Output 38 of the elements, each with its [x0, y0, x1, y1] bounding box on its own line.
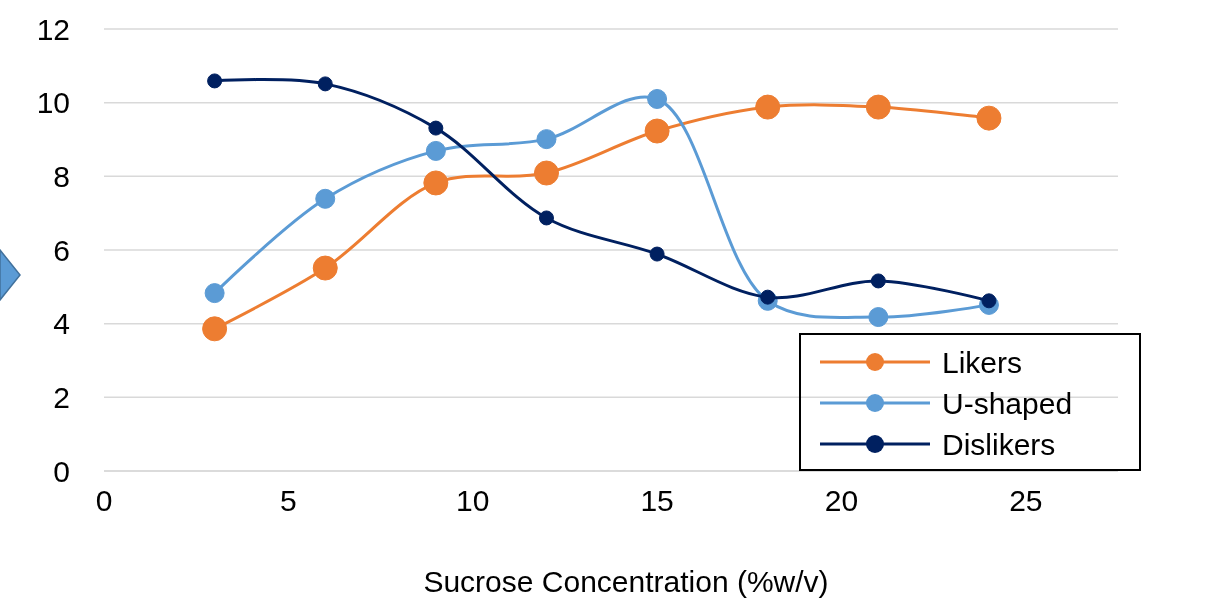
legend-label: Dislikers	[942, 427, 1056, 461]
point	[425, 140, 446, 161]
point	[865, 94, 891, 120]
point	[755, 94, 781, 120]
x-tick-label: 10	[456, 484, 490, 517]
y-tick-label: 8	[53, 159, 70, 193]
point	[428, 120, 444, 136]
point	[317, 76, 333, 92]
point	[649, 246, 665, 262]
point	[312, 255, 338, 281]
point	[981, 293, 997, 309]
point	[536, 129, 557, 150]
point	[647, 88, 668, 109]
point	[207, 73, 223, 89]
x-tick-label: 15	[640, 484, 674, 517]
legend-label: U-shaped	[942, 386, 1073, 420]
y-tick-label: 6	[53, 233, 70, 267]
x-axis-title: Sucrose Concentration (%w/v)	[423, 565, 829, 598]
point	[538, 210, 554, 226]
point	[533, 160, 559, 186]
x-tick-label: 0	[95, 484, 113, 517]
point	[204, 283, 225, 304]
point	[868, 307, 889, 328]
point	[423, 170, 449, 196]
x-tick-label: 5	[280, 484, 297, 517]
y-tick-label: 2	[53, 380, 70, 414]
point	[870, 273, 886, 289]
x-tick-label: 25	[1009, 484, 1043, 517]
legend-label: Likers	[942, 345, 1023, 379]
y-tick-label: 10	[36, 86, 70, 120]
y-tick-label: 4	[53, 307, 70, 341]
point	[202, 316, 228, 342]
point	[976, 105, 1002, 131]
point	[315, 188, 336, 209]
x-tick-label: 20	[824, 484, 859, 517]
y-tick-label: 12	[36, 12, 70, 46]
point	[644, 118, 670, 144]
y-tick-label: 0	[53, 454, 70, 488]
